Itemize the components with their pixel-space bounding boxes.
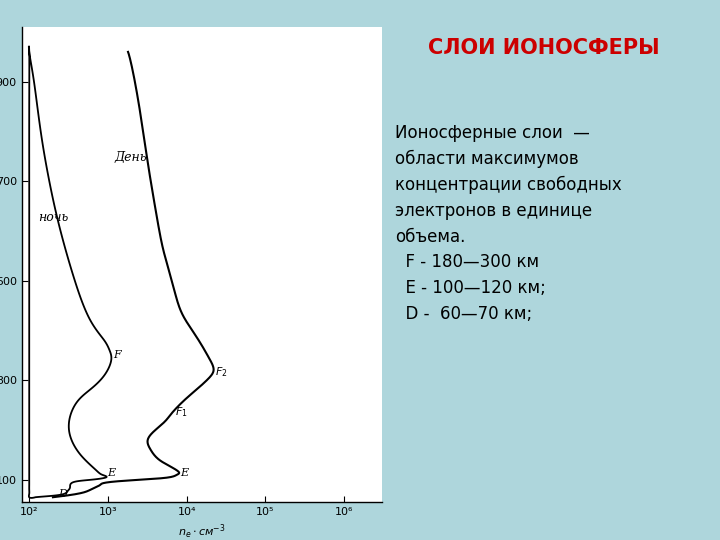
Text: $F_1$: $F_1$ [176,405,188,419]
Text: $F_2$: $F_2$ [215,366,228,379]
Text: СЛОИ ИОНОСФЕРЫ: СЛОИ ИОНОСФЕРЫ [428,38,660,58]
Text: День: День [114,151,147,164]
Polygon shape [29,46,112,498]
Text: F: F [113,350,120,360]
X-axis label: $n_e \cdot$см$^{-3}$: $n_e \cdot$см$^{-3}$ [178,523,225,540]
Text: E: E [107,468,115,478]
Text: ночь: ночь [38,211,68,224]
Text: D: D [58,489,66,499]
Text: E: E [180,468,188,478]
Text: Ионосферные слои  —
области максимумов
концентрации свободных
электронов в едини: Ионосферные слои — области максимумов ко… [395,124,622,323]
